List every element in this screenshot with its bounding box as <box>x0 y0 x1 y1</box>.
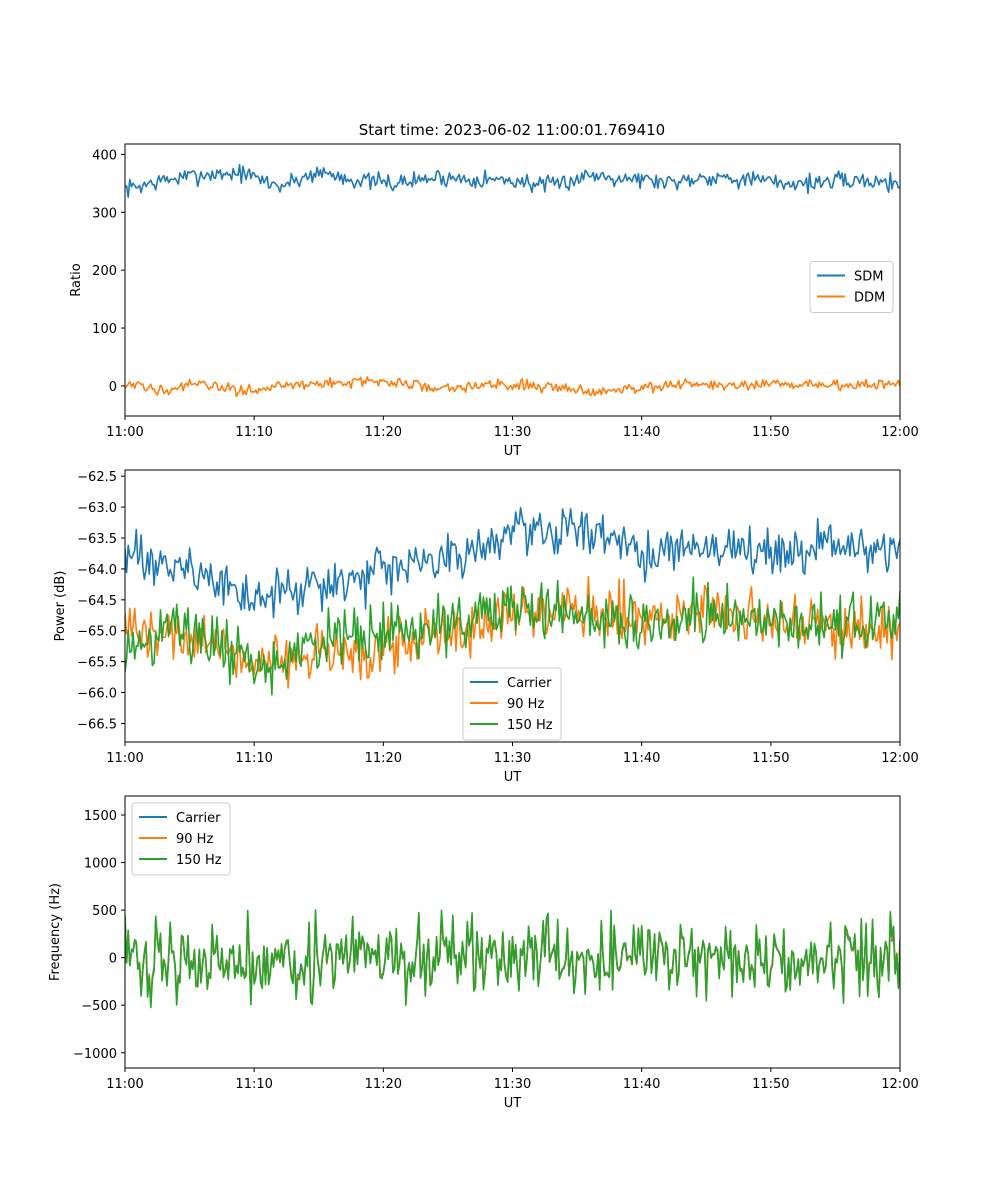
y-tick-label: −63.5 <box>77 532 117 547</box>
legend-label: Carrier <box>507 676 552 691</box>
legend: Carrier 90 Hz 150 Hz <box>462 667 562 741</box>
legend-box <box>131 802 231 876</box>
x-tick-label: 11:10 <box>235 751 272 766</box>
x-tick-label: 11:40 <box>623 425 660 440</box>
x-tick-label: 11:20 <box>365 1077 402 1092</box>
x-tick-label: 11:30 <box>494 425 531 440</box>
y-tick-label: −500 <box>81 999 117 1014</box>
y-tick-label: −65.5 <box>77 656 117 671</box>
x-tick-label: 11:40 <box>623 1077 660 1092</box>
legend-label: 150 Hz <box>176 853 222 868</box>
series-line-carrier <box>125 507 900 619</box>
y-tick-label: −64.0 <box>77 563 117 578</box>
y-tick-label: 1000 <box>84 857 117 872</box>
panel-3: 11:00 11:10 11:20 11:30 11:40 11:50 12:00 −1000… <box>48 795 919 1111</box>
panels: 11:00 11:10 11:20 11:30 11:40 11:50 12:00 0 100 2… <box>48 143 919 1111</box>
y-axis-label: Power (dB) <box>53 571 68 642</box>
x-tick-label: 11:30 <box>494 751 531 766</box>
y-tick-label: 100 <box>92 322 117 337</box>
panel-2: 11:00 11:10 11:20 11:30 11:40 11:50 12:00 −62.5… <box>53 469 919 785</box>
legend-label: 90 Hz <box>176 832 213 847</box>
y-tick-label: 0 <box>109 380 117 395</box>
x-tick-label: 12:00 <box>881 1077 918 1092</box>
x-tick-label: 11:00 <box>106 1077 143 1092</box>
series-line-150-hz <box>125 576 900 696</box>
legend-label: Carrier <box>176 811 221 826</box>
x-tick-label: 11:40 <box>623 751 660 766</box>
y-tick-label: 300 <box>92 206 117 221</box>
legend-label: DDM <box>854 291 885 306</box>
legend: Carrier 90 Hz 150 Hz <box>131 802 231 876</box>
series-line-150-hz <box>125 909 900 1009</box>
legend-label: 150 Hz <box>507 718 553 733</box>
y-tick-label: 1500 <box>84 809 117 824</box>
y-tick-label: 200 <box>92 264 117 279</box>
legend-box <box>462 667 562 741</box>
x-tick-label: 12:00 <box>881 425 918 440</box>
series-line-sdm <box>125 163 900 198</box>
legend-box <box>809 261 894 313</box>
y-tick-label: 500 <box>92 904 117 919</box>
x-tick-label: 12:00 <box>881 751 918 766</box>
x-axis-label: UT <box>504 444 522 459</box>
y-tick-label: −1000 <box>73 1047 117 1062</box>
x-tick-label: 11:50 <box>752 1077 789 1092</box>
legend: SDM DDM <box>809 261 894 313</box>
y-tick-label: −66.0 <box>77 687 117 702</box>
x-tick-label: 11:00 <box>106 751 143 766</box>
x-tick-label: 11:50 <box>752 425 789 440</box>
y-tick-label: 400 <box>92 148 117 163</box>
legend-label: 90 Hz <box>507 697 544 712</box>
series-line-ddm <box>125 376 900 398</box>
x-tick-label: 11:20 <box>365 751 402 766</box>
y-tick-label: −63.0 <box>77 501 117 516</box>
panel-1: 11:00 11:10 11:20 11:30 11:40 11:50 12:00 0 100 2… <box>69 143 919 459</box>
y-tick-label: −65.0 <box>77 625 117 640</box>
x-tick-label: 11:10 <box>235 1077 272 1092</box>
y-tick-label: 0 <box>109 952 117 967</box>
legend-label: SDM <box>854 270 883 285</box>
y-axis-label: Frequency (Hz) <box>48 883 63 981</box>
x-tick-label: 11:20 <box>365 425 402 440</box>
figure-title: Start time: 2023-06-02 11:00:01.769410 <box>359 121 665 139</box>
x-tick-label: 11:50 <box>752 751 789 766</box>
x-tick-label: 11:00 <box>106 425 143 440</box>
y-axis-label: Ratio <box>69 263 84 296</box>
x-tick-label: 11:30 <box>494 1077 531 1092</box>
y-tick-label: −64.5 <box>77 594 117 609</box>
y-tick-label: −62.5 <box>77 470 117 485</box>
x-tick-label: 11:10 <box>235 425 272 440</box>
y-tick-label: −66.5 <box>77 717 117 732</box>
x-axis-label: UT <box>504 770 522 785</box>
x-axis-label: UT <box>504 1096 522 1111</box>
